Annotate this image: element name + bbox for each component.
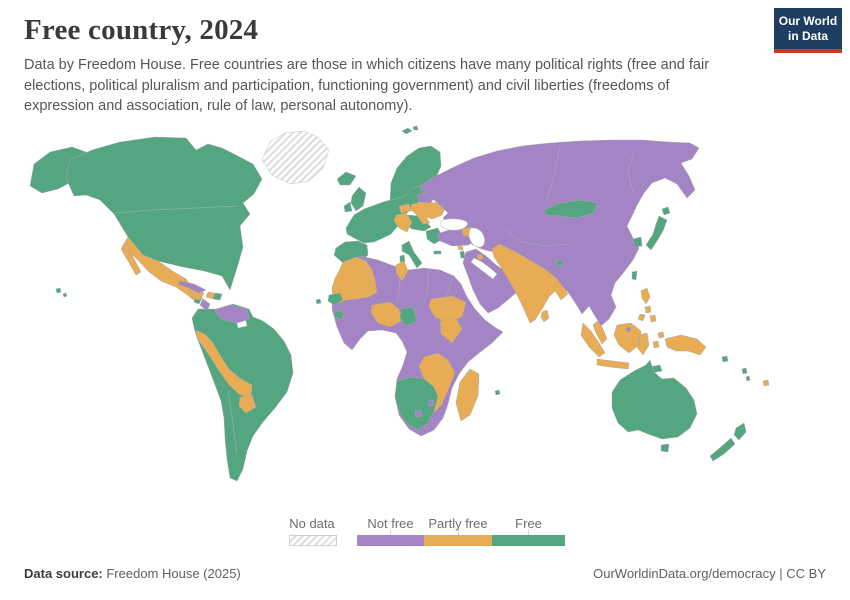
region-zambezi[interactable]	[418, 352, 456, 413]
legend-swatch-partly-free[interactable]	[424, 535, 492, 546]
inner-border-line	[546, 145, 561, 202]
region-mauritius[interactable]	[494, 389, 501, 396]
data-source-label: Data source:	[24, 566, 103, 581]
region-caspian_sea	[468, 227, 485, 248]
region-cape_verde[interactable]	[315, 298, 322, 305]
region-persian_gulf	[470, 257, 498, 280]
inner-border-line	[396, 268, 401, 302]
region-kuwait[interactable]	[476, 253, 484, 261]
owid-logo-line1: Our World	[778, 14, 838, 28]
region-bhutan[interactable]	[555, 259, 564, 267]
region-svalbard[interactable]	[401, 125, 419, 135]
legend-tick	[390, 530, 391, 535]
legend-label-not-free: Not free	[367, 516, 414, 531]
inner-border-line	[365, 261, 372, 301]
region-liberia[interactable]	[333, 309, 345, 321]
region-cuba[interactable]	[177, 280, 207, 294]
region-new_zealand[interactable]	[709, 422, 747, 462]
region-hungary[interactable]	[398, 203, 412, 214]
region-taiwan[interactable]	[631, 270, 638, 281]
chart-subtitle: Data by Freedom House. Free countries ar…	[24, 57, 710, 115]
footer-link[interactable]: OurWorldinData.org/democracy | CC BY	[593, 566, 826, 581]
region-ireland[interactable]	[343, 201, 353, 213]
region-senegal[interactable]	[327, 292, 344, 306]
region-venezuela[interactable]	[213, 304, 251, 324]
owid-logo[interactable]: Our World in Data	[774, 8, 842, 53]
inner-border-line	[627, 150, 635, 193]
region-vanuatu_solomons[interactable]	[721, 355, 751, 382]
region-india_pakistan[interactable]	[491, 243, 569, 324]
region-hawaii[interactable]	[55, 287, 68, 298]
region-philippines[interactable]	[637, 287, 657, 323]
region-sri_lanka[interactable]	[540, 309, 550, 323]
region-fiji[interactable]	[762, 379, 770, 387]
region-nw_africa[interactable]	[331, 256, 378, 304]
legend-label-no-data: No data	[289, 516, 335, 531]
inner-border-line	[113, 205, 239, 214]
legend-label-free: Free	[515, 516, 542, 531]
legend-tick	[528, 530, 529, 535]
region-ukraine[interactable]	[409, 201, 446, 225]
inner-border-line	[442, 277, 453, 314]
legend-swatch-no-data[interactable]	[289, 535, 337, 546]
region-ghana[interactable]	[399, 306, 418, 327]
region-russia_asia[interactable]	[419, 139, 700, 327]
owid-logo-accent-bar	[774, 49, 842, 53]
region-ivory_coast[interactable]	[370, 301, 402, 328]
owid-logo-line2: in Data	[787, 29, 828, 43]
region-jamaica[interactable]	[193, 298, 202, 305]
region-eswatini[interactable]	[427, 399, 435, 407]
region-paraguay[interactable]	[238, 394, 257, 414]
region-new_guinea[interactable]	[657, 331, 707, 356]
region-balkans[interactable]	[393, 212, 413, 233]
region-australia[interactable]	[611, 359, 698, 453]
inner-border-line	[423, 269, 429, 304]
region-dominican[interactable]	[212, 292, 223, 301]
region-malaysia_indonesia[interactable]	[580, 320, 660, 370]
inner-border-line	[504, 229, 569, 247]
region-uk[interactable]	[350, 186, 367, 212]
country-inner-borders	[113, 145, 635, 455]
inner-border-line	[227, 389, 238, 455]
region-black_sea	[439, 218, 468, 231]
legend-swatch-not-free[interactable]	[357, 535, 424, 546]
region-madagascar[interactable]	[455, 368, 480, 422]
region-israel[interactable]	[459, 250, 466, 259]
region-japan[interactable]	[645, 206, 671, 251]
region-brunei[interactable]	[625, 326, 632, 333]
data-source-note: Data source: Freedom House (2025)	[24, 566, 241, 581]
legend-swatch-free[interactable]	[492, 535, 565, 546]
page-title: Free country, 2024	[24, 14, 259, 46]
region-greenland[interactable]	[261, 130, 330, 185]
region-mongolia[interactable]	[543, 199, 598, 219]
data-source-value: Freedom House (2025)	[102, 566, 241, 581]
region-canada_usa[interactable]	[65, 136, 263, 291]
region-andes[interactable]	[194, 329, 253, 398]
region-iceland[interactable]	[336, 171, 357, 186]
region-kenya[interactable]	[439, 316, 463, 344]
region-south_korea[interactable]	[632, 236, 643, 248]
region-southern_africa[interactable]	[394, 376, 439, 431]
legend-tick	[458, 530, 459, 535]
legend-label-partly-free: Partly free	[428, 516, 488, 531]
region-lebanon[interactable]	[457, 244, 464, 251]
region-lesotho[interactable]	[414, 409, 423, 418]
